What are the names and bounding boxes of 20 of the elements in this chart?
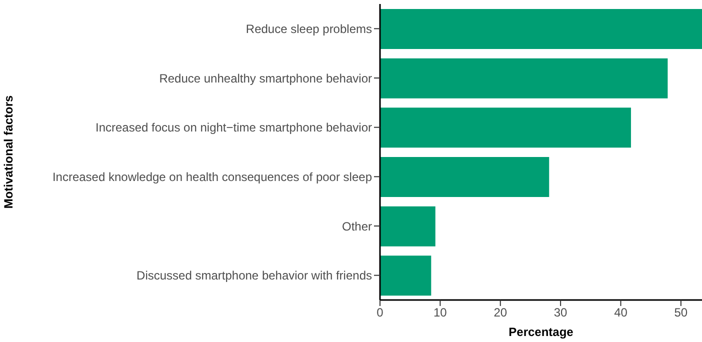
x-tick-label: 40: [614, 306, 628, 320]
x-axis-title: Percentage: [508, 325, 574, 339]
bar: [380, 256, 432, 296]
bar: [380, 58, 668, 98]
bar: [380, 108, 631, 148]
y-axis-title: Motivational factors: [1, 95, 16, 209]
y-tick-label: Discussed smartphone behavior with friends: [136, 268, 372, 283]
x-tick-label: 30: [554, 306, 568, 320]
y-tick-label: Increased focus on night−time smartphone behavior: [96, 120, 372, 135]
x-tick-label: 0: [376, 306, 384, 320]
y-tick-label: Reduce unhealthy smartphone behavior: [159, 71, 372, 86]
bar: [380, 157, 550, 197]
y-tick-label: Other: [342, 219, 372, 234]
x-tick-label: 10: [434, 306, 448, 320]
x-tick-label: 20: [494, 306, 508, 320]
bar: [380, 9, 702, 49]
y-tick-label: Reduce sleep problems: [246, 22, 372, 36]
x-tick-label: 50: [674, 306, 688, 320]
bar: [380, 206, 436, 246]
y-tick-label: Increased knowledge on health consequences of poor sleep: [52, 170, 372, 184]
